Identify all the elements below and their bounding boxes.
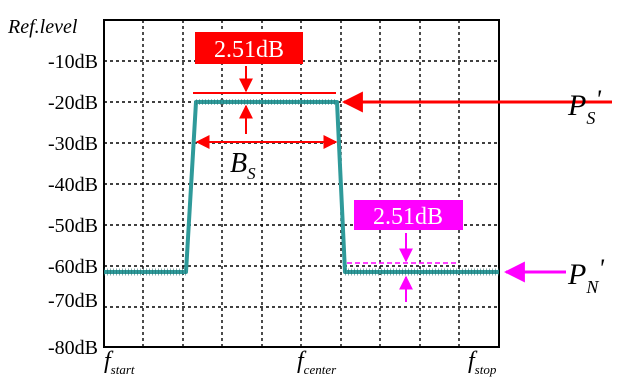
y-tick-label: -30dB [48, 133, 98, 155]
signal-delta-label: 2.51dB [214, 37, 284, 63]
y-tick-label: -20dB [48, 92, 98, 114]
grid [104, 20, 499, 347]
noise-power-label: PN' [567, 254, 604, 297]
spectrum-trace [104, 99, 499, 276]
trace-line [104, 100, 499, 274]
y-tick-label: -70dB [48, 290, 98, 312]
noise-delta-label: 2.51dB [373, 204, 443, 230]
noise-annotation: 2.51dB PN' [347, 200, 604, 302]
y-tick-label: -50dB [48, 215, 98, 237]
ref-level-label: Ref.level [7, 16, 78, 38]
signal-delta-box [195, 32, 303, 64]
y-tick-label: -60dB [48, 256, 98, 278]
noise-delta-box [354, 200, 463, 230]
x-tick-label-start: fstart [104, 348, 135, 377]
x-tick-label-stop: fstop [468, 348, 497, 377]
signal-annotation: 2.51dB BS PS' [193, 32, 612, 183]
bandwidth-label: BS [230, 148, 256, 183]
y-tick-label: -80dB [48, 337, 98, 359]
y-axis-labels: -10dB -20dB -30dB -40dB -50dB -60dB -70d… [48, 51, 98, 359]
signal-power-label: PS' [567, 85, 601, 128]
x-axis-labels: fstart fcenter fstop [104, 348, 497, 377]
x-tick-label-center: fcenter [297, 348, 337, 377]
y-tick-label: -40dB [48, 174, 98, 196]
y-tick-label: -10dB [48, 51, 98, 73]
